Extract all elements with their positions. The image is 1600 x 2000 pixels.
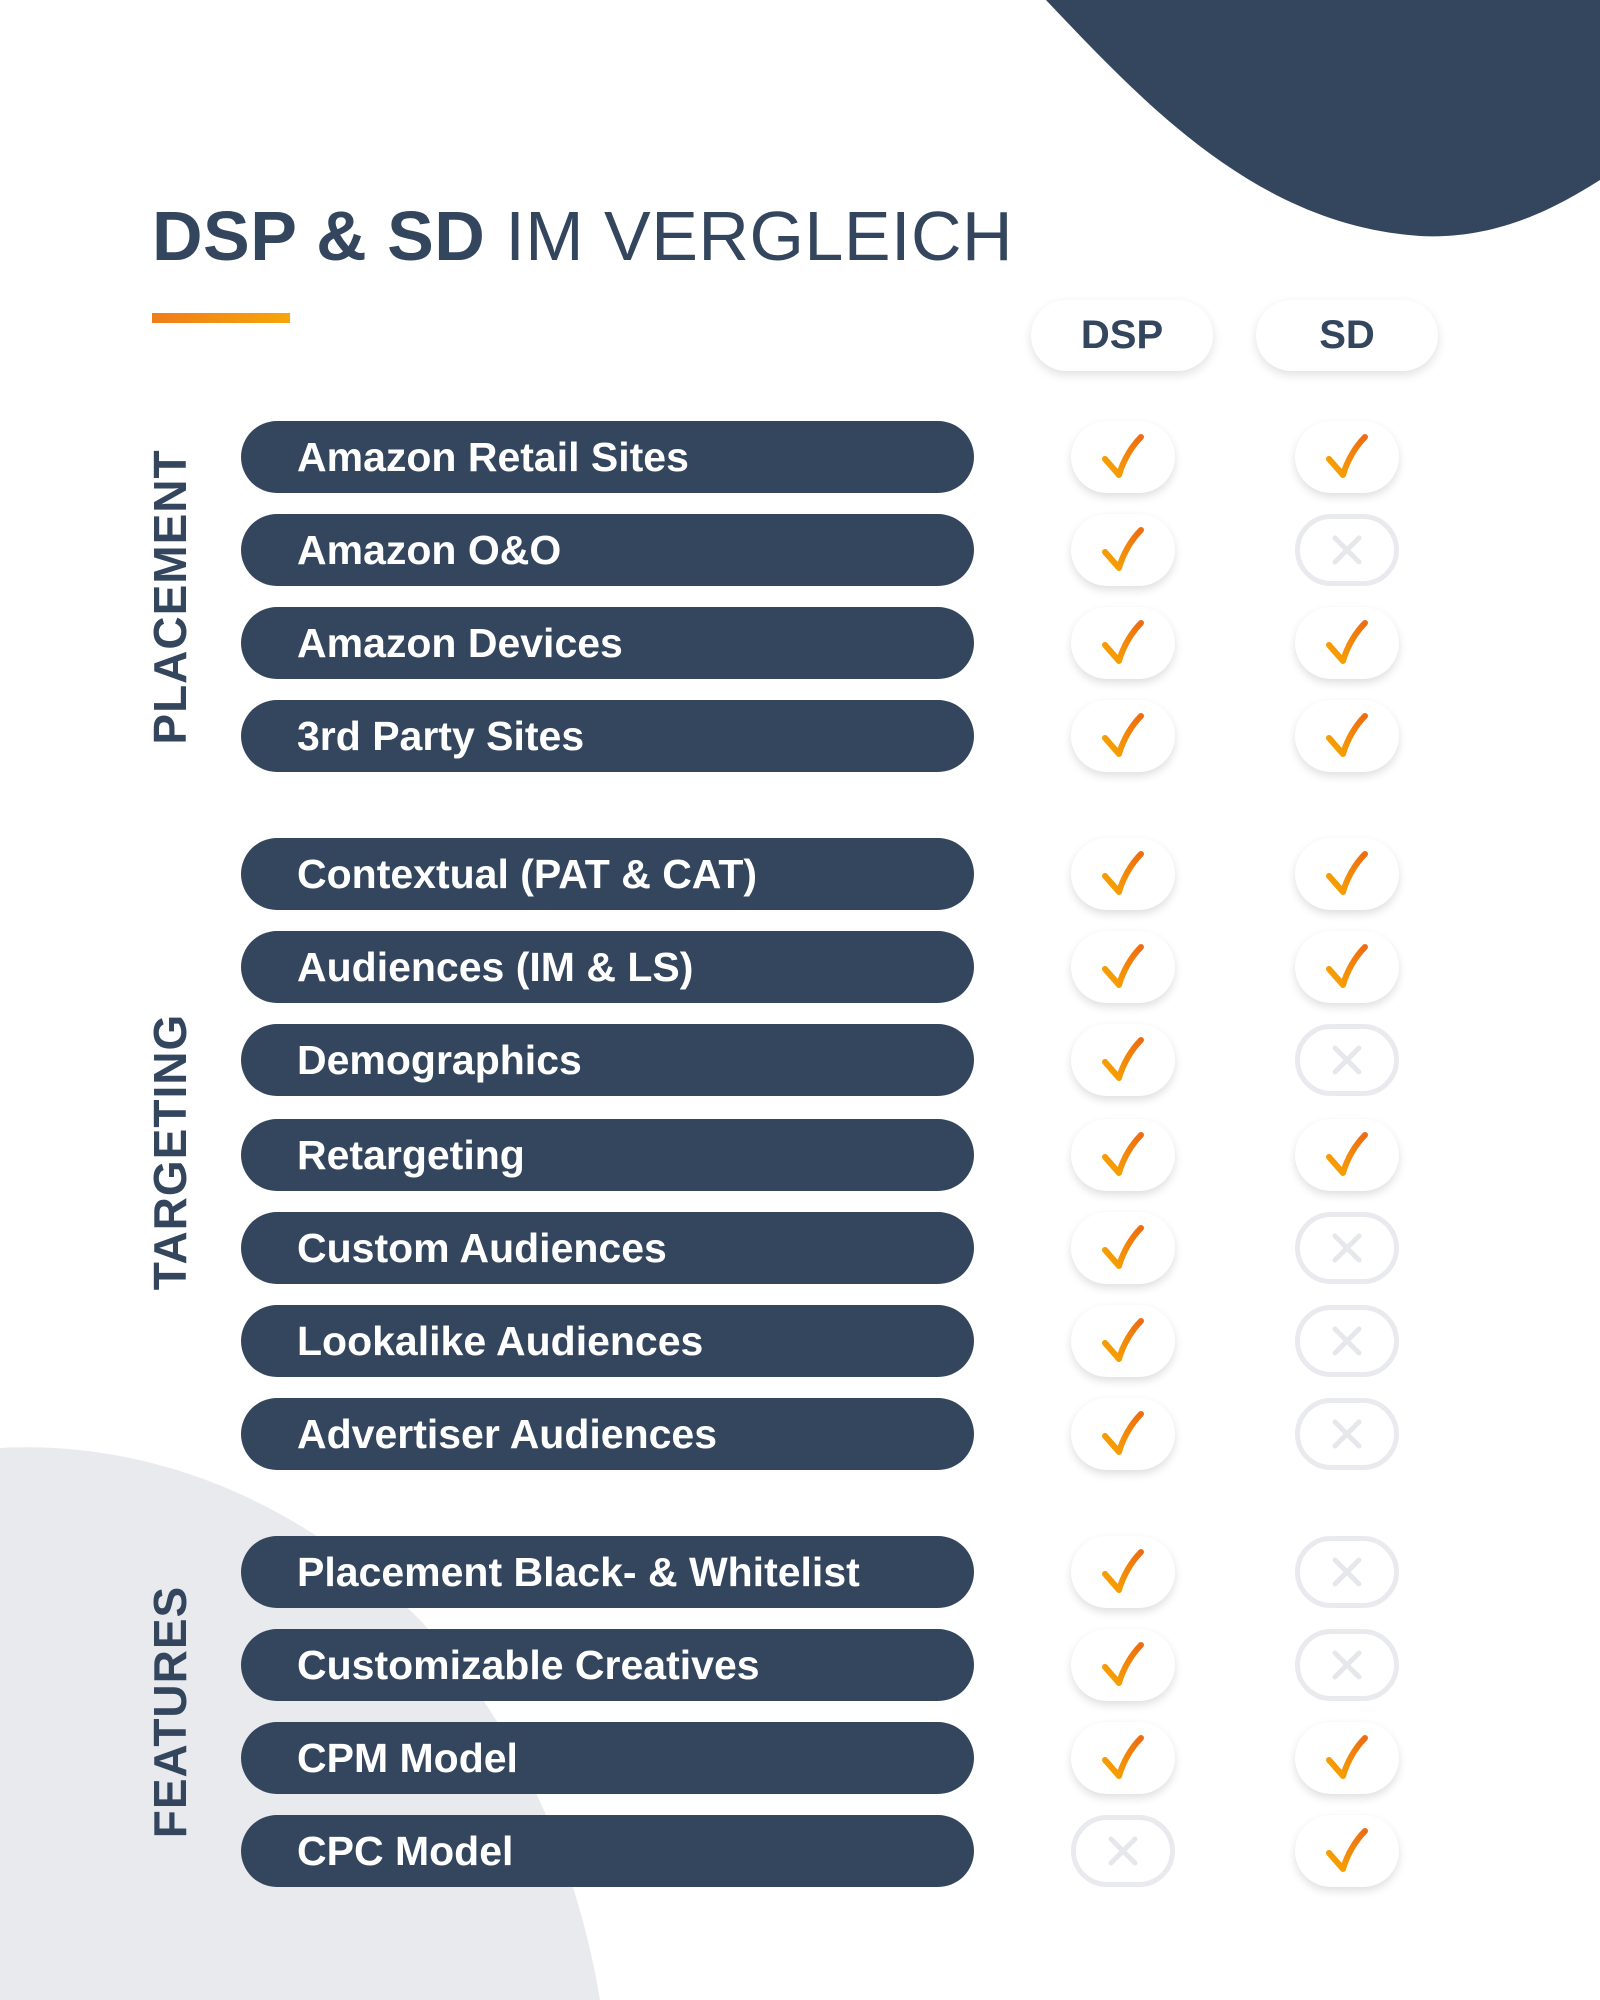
sd-check-badge xyxy=(1295,1722,1399,1794)
feature-row-label: Lookalike Audiences xyxy=(241,1305,974,1377)
checkmark-icon xyxy=(1097,1222,1149,1274)
sd-check-badge xyxy=(1295,421,1399,493)
sd-check-badge xyxy=(1295,1815,1399,1887)
checkmark-icon xyxy=(1321,941,1373,993)
cross-icon xyxy=(1331,1556,1363,1588)
dsp-check-badge xyxy=(1071,1119,1175,1191)
dsp-check-badge xyxy=(1071,931,1175,1003)
checkmark-icon xyxy=(1321,848,1373,900)
dsp-check-badge xyxy=(1071,1629,1175,1701)
cross-icon xyxy=(1331,1232,1363,1264)
feature-row-label: Amazon O&O xyxy=(241,514,974,586)
checkmark-icon xyxy=(1321,1825,1373,1877)
dsp-check-badge xyxy=(1071,421,1175,493)
column-header-dsp: DSP xyxy=(1031,300,1213,371)
feature-row-label: Amazon Retail Sites xyxy=(241,421,974,493)
title-light: IM VERGLEICH xyxy=(505,197,1014,275)
dsp-check-badge xyxy=(1071,700,1175,772)
dsp-check-badge xyxy=(1071,1398,1175,1470)
dsp-check-badge xyxy=(1071,607,1175,679)
sd-cross-badge xyxy=(1295,514,1399,586)
checkmark-icon xyxy=(1097,848,1149,900)
sd-check-badge xyxy=(1295,700,1399,772)
category-label: FEATURES xyxy=(144,1585,196,1839)
feature-row-label: Customizable Creatives xyxy=(241,1629,974,1701)
checkmark-icon xyxy=(1321,710,1373,762)
column-header-sd: SD xyxy=(1256,300,1438,371)
checkmark-icon xyxy=(1097,710,1149,762)
checkmark-icon xyxy=(1097,1732,1149,1784)
title-bold: DSP & SD xyxy=(152,197,486,275)
checkmark-icon xyxy=(1321,1129,1373,1181)
sd-cross-badge xyxy=(1295,1024,1399,1096)
sd-cross-badge xyxy=(1295,1536,1399,1608)
sd-check-badge xyxy=(1295,931,1399,1003)
checkmark-icon xyxy=(1097,524,1149,576)
sd-check-badge xyxy=(1295,838,1399,910)
checkmark-icon xyxy=(1321,617,1373,669)
cross-icon xyxy=(1331,1044,1363,1076)
feature-row-label: Contextual (PAT & CAT) xyxy=(241,838,974,910)
category-label: TARGETING xyxy=(144,1013,196,1291)
dsp-check-badge xyxy=(1071,514,1175,586)
cross-icon xyxy=(1331,534,1363,566)
dsp-check-badge xyxy=(1071,1305,1175,1377)
feature-row-label: Custom Audiences xyxy=(241,1212,974,1284)
checkmark-icon xyxy=(1097,617,1149,669)
dsp-check-badge xyxy=(1071,1024,1175,1096)
checkmark-icon xyxy=(1097,1408,1149,1460)
cross-icon xyxy=(1331,1649,1363,1681)
sd-cross-badge xyxy=(1295,1629,1399,1701)
cross-icon xyxy=(1331,1325,1363,1357)
dsp-check-badge xyxy=(1071,838,1175,910)
checkmark-icon xyxy=(1097,1129,1149,1181)
title-underline xyxy=(152,313,290,323)
category-label: PLACEMENT xyxy=(144,449,196,745)
checkmark-icon xyxy=(1321,431,1373,483)
feature-row-label: Demographics xyxy=(241,1024,974,1096)
feature-row-label: Retargeting xyxy=(241,1119,974,1191)
sd-check-badge xyxy=(1295,607,1399,679)
dsp-check-badge xyxy=(1071,1722,1175,1794)
checkmark-icon xyxy=(1097,941,1149,993)
sd-check-badge xyxy=(1295,1119,1399,1191)
dsp-check-badge xyxy=(1071,1212,1175,1284)
feature-row-label: Advertiser Audiences xyxy=(241,1398,974,1470)
checkmark-icon xyxy=(1097,431,1149,483)
sd-cross-badge xyxy=(1295,1398,1399,1470)
feature-row-label: 3rd Party Sites xyxy=(241,700,974,772)
sd-cross-badge xyxy=(1295,1305,1399,1377)
checkmark-icon xyxy=(1097,1639,1149,1691)
dsp-check-badge xyxy=(1071,1536,1175,1608)
top-right-blob xyxy=(1046,0,1600,237)
dsp-cross-badge xyxy=(1071,1815,1175,1887)
feature-row-label: Audiences (IM & LS) xyxy=(241,931,974,1003)
checkmark-icon xyxy=(1321,1732,1373,1784)
checkmark-icon xyxy=(1097,1034,1149,1086)
checkmark-icon xyxy=(1097,1546,1149,1598)
page-title: DSP & SD IM VERGLEICH xyxy=(152,196,1013,276)
cross-icon xyxy=(1331,1418,1363,1450)
sd-cross-badge xyxy=(1295,1212,1399,1284)
feature-row-label: Placement Black- & Whitelist xyxy=(241,1536,974,1608)
cross-icon xyxy=(1107,1835,1139,1867)
feature-row-label: CPC Model xyxy=(241,1815,974,1887)
checkmark-icon xyxy=(1097,1315,1149,1367)
feature-row-label: CPM Model xyxy=(241,1722,974,1794)
feature-row-label: Amazon Devices xyxy=(241,607,974,679)
